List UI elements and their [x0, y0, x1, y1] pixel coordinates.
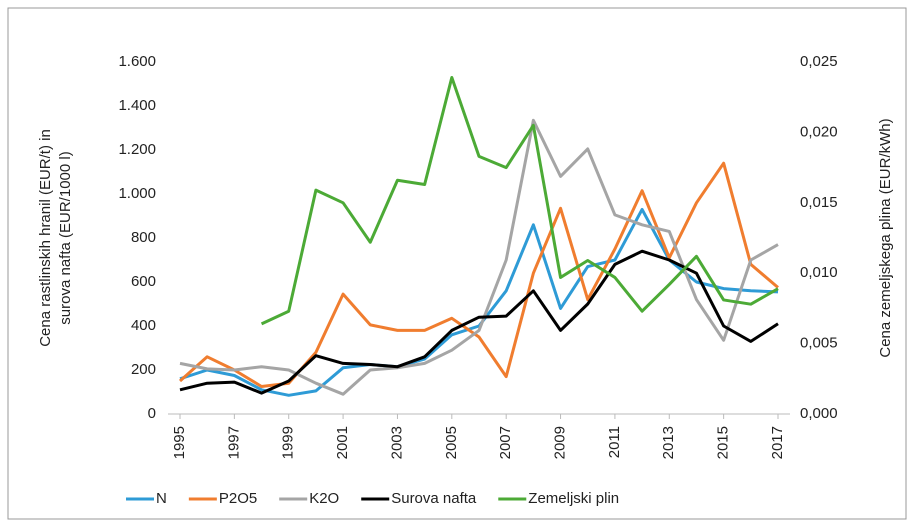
y-tick-label: 1.000 — [118, 185, 156, 202]
legend-label: Surova nafta — [391, 490, 477, 507]
y-axis-title: Cena rastlinskih hranil (EUR/t) in — [37, 129, 54, 347]
y-axis-title: surova nafta (EUR/1000 l) — [57, 151, 74, 324]
series-line — [260, 75, 779, 326]
x-tick-label: 2001 — [334, 426, 351, 459]
x-tick-label: 2005 — [443, 426, 460, 459]
series-line — [179, 118, 779, 396]
x-tick-label: 2017 — [769, 426, 786, 459]
y-tick-label: 1.400 — [118, 97, 156, 114]
y2-tick-label: 0,005 — [800, 335, 838, 352]
y-tick-label: 800 — [131, 229, 156, 246]
legend-label: K2O — [309, 490, 339, 507]
x-tick-label: 2015 — [715, 426, 732, 459]
y2-tick-label: 0,000 — [800, 405, 838, 422]
legend-label: N — [156, 490, 167, 507]
y2-axis-title: Cena zemeljskega plina (EUR/kWh) — [877, 118, 894, 357]
x-tick-label: 1995 — [171, 426, 188, 459]
x-tick-label: 2007 — [497, 426, 514, 459]
y-tick-label: 400 — [131, 317, 156, 334]
y2-tick-label: 0,025 — [800, 53, 838, 70]
x-tick-label: 1999 — [280, 426, 297, 459]
x-tick-label: 2009 — [552, 426, 569, 459]
y-tick-label: 200 — [131, 361, 156, 378]
legend-label: P2O5 — [219, 490, 257, 507]
x-tick-label: 2003 — [388, 426, 405, 459]
y-tick-label: 600 — [131, 273, 156, 290]
x-tick-label: 2011 — [606, 426, 623, 458]
y-tick-label: 1.600 — [118, 53, 156, 70]
x-tick-label: 2013 — [660, 426, 677, 459]
y2-tick-label: 0,010 — [800, 264, 838, 281]
x-tick-label: 1997 — [225, 426, 242, 459]
y-tick-label: 0 — [148, 405, 156, 422]
y2-tick-label: 0,015 — [800, 194, 838, 211]
y-tick-label: 1.200 — [118, 141, 156, 158]
series-line — [179, 249, 779, 395]
y2-tick-label: 0,020 — [800, 123, 838, 140]
series-line — [179, 207, 779, 397]
legend-label: Zemeljski plin — [528, 490, 619, 507]
